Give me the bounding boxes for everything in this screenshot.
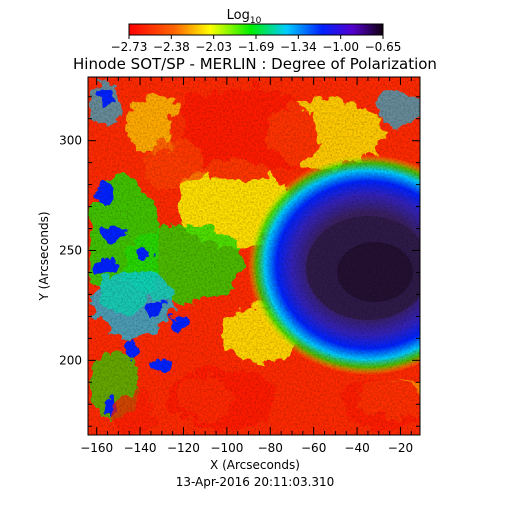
x-tick-label: −80 — [258, 441, 283, 455]
colorbar-label-base: Log — [227, 8, 250, 23]
colorbar-tick-label: −2.03 — [195, 40, 232, 54]
y-tick-label: 200 — [59, 353, 82, 367]
colorbar-ticks: −2.73 −2.38 −2.03 −1.69 −1.34 −1.00 −0.65 — [111, 35, 402, 54]
colorbar-tick-label: −2.38 — [153, 40, 190, 54]
colorbar: Log10 −2.73 −2.38 −2.03 −1.69 −1.34 −1.00 −0.6… — [111, 8, 402, 54]
x-axis: −160 −140 −120 −100 −80 −60 −40 −20 — [80, 77, 413, 455]
colorbar-tick-label: −1.69 — [238, 40, 275, 54]
colorbar-tick-label: −2.73 — [111, 40, 148, 54]
x-tick-label: −100 — [210, 441, 243, 455]
y-axis: 200 250 300 — [59, 96, 420, 427]
plot-title: Hinode SOT/SP - MERLIN : Degree of Polar… — [73, 55, 437, 73]
colorbar-gradient — [128, 23, 384, 36]
colorbar-tick-label: −1.00 — [322, 40, 359, 54]
plot-frame — [87, 76, 421, 436]
colorbar-label-sub: 10 — [250, 16, 262, 26]
x-tick-label: −40 — [344, 441, 369, 455]
x-tick-label: −60 — [301, 441, 326, 455]
polarization-map — [88, 77, 420, 435]
y-axis-label: Y (Arcseconds) — [37, 211, 51, 301]
x-tick-label: −20 — [388, 441, 413, 455]
y-tick-label: 300 — [59, 134, 82, 148]
y-tick-label: 250 — [59, 244, 82, 258]
x-tick-label: −160 — [80, 441, 113, 455]
x-tick-label: −140 — [124, 441, 157, 455]
x-tick-label: −120 — [167, 441, 200, 455]
map-grain — [88, 77, 420, 435]
timestamp: 13-Apr-2016 20:11:03.310 — [176, 475, 335, 489]
x-axis-label: X (Arcseconds) — [210, 458, 300, 472]
colorbar-label: Log10 — [227, 8, 262, 26]
colorbar-tick-label: −1.34 — [280, 40, 317, 54]
colorbar-tick-label: −0.65 — [365, 40, 402, 54]
